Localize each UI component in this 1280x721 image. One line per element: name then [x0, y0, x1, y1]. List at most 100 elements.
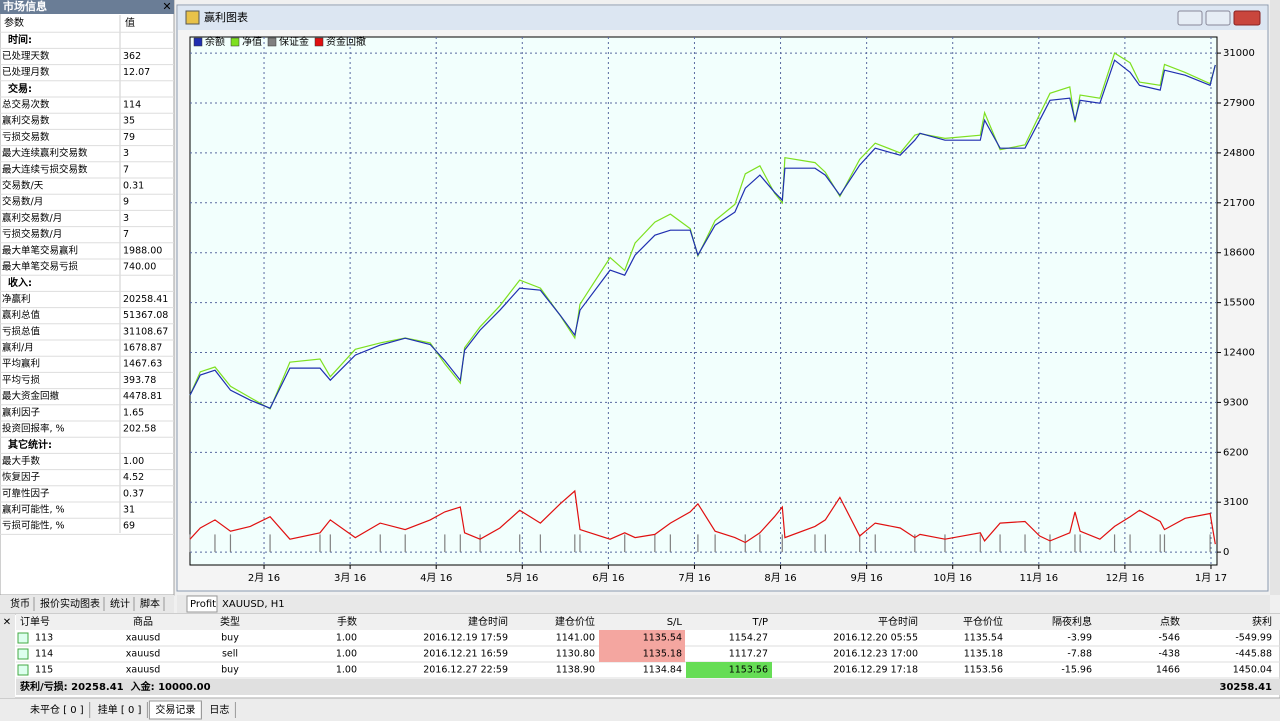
table-cell: 1.00: [336, 649, 357, 660]
bottom-tab[interactable]: 未平仓 [ 0 ]: [30, 703, 84, 716]
table-cell: buy: [221, 633, 239, 644]
table-cell: 1135.54: [964, 633, 1003, 644]
stat-value: 0.31: [123, 181, 144, 192]
bottom-tab[interactable]: 交易记录: [155, 703, 195, 716]
stat-value: 1988.00: [123, 245, 162, 256]
window-close-button[interactable]: [1233, 10, 1261, 26]
table-cell: sell: [222, 649, 238, 660]
table-cell: 1154.27: [729, 633, 768, 644]
margin-bar: [1129, 534, 1131, 553]
x-tick-label: 7月 16: [678, 572, 710, 584]
scrollbar: [1270, 0, 1280, 595]
total: 30258.41: [1219, 682, 1272, 693]
close-button[interactable]: ✕: [162, 0, 171, 13]
margin-bar: [624, 534, 626, 553]
order-icon: [17, 632, 29, 644]
stat-value: 20258.41: [123, 294, 168, 305]
table-cell: 1130.80: [556, 649, 595, 660]
stats-header: 参数: [4, 16, 24, 29]
chart-tab[interactable]: XAUUSD, H1: [222, 599, 285, 610]
bottom-tab[interactable]: 挂单 [ 0 ]: [98, 703, 142, 716]
margin-bar: [1079, 534, 1081, 553]
stat-value: 1467.63: [123, 359, 162, 370]
table-cell: -15.96: [1061, 665, 1092, 676]
x-tick-label: 2月 16: [248, 572, 280, 584]
chart-title-bar: [178, 6, 1267, 30]
table-cell: -438: [1158, 649, 1180, 660]
legend-label: 保证金: [279, 35, 309, 48]
stat-label: 最大单笔交易赢利: [2, 244, 78, 256]
x-tick-label: 12月 16: [1106, 572, 1145, 584]
stat-value: 79: [123, 132, 135, 143]
table-cell: 2016.12.27 22:59: [423, 665, 508, 676]
stat-value: 1.65: [123, 407, 144, 418]
y-tick-label: 0: [1223, 547, 1229, 558]
stat-label: 赢利/月: [2, 342, 34, 354]
margin-bar: [1113, 534, 1116, 553]
tp-hit: [686, 662, 772, 678]
table-header: 建仓时间: [468, 615, 508, 628]
stat-value: 4478.81: [123, 391, 162, 402]
bottom-tab[interactable]: 日志: [209, 703, 229, 716]
x-tick-label: 6月 16: [592, 572, 624, 584]
panel-tab[interactable]: 脚本: [140, 597, 160, 610]
x-tick-label: 11月 16: [1019, 572, 1058, 584]
maximize-button[interactable]: [1205, 10, 1231, 26]
x-tick-label: 10月 16: [933, 572, 972, 584]
legend-swatch: [230, 37, 240, 47]
table-cell: 1141.00: [556, 633, 595, 644]
legend-label: 净值: [242, 35, 262, 48]
minimize-button[interactable]: [1177, 10, 1203, 26]
stat-label: 恢复因子: [2, 471, 41, 483]
stat-value: 35: [123, 116, 135, 127]
table-header: 平仓时间: [878, 615, 918, 628]
panel-tab[interactable]: 报价实动图表: [40, 597, 100, 610]
margin-bar: [744, 534, 746, 553]
table-cell: 1153.56: [729, 665, 768, 676]
sl-hit: [599, 630, 685, 646]
margin-bar: [759, 534, 761, 553]
close-trades[interactable]: ✕: [3, 617, 11, 628]
margin-bar: [1159, 534, 1161, 553]
chart-window-title: 赢利图表: [204, 10, 248, 24]
section-title: 其它统计:: [8, 438, 52, 451]
summary: 获利/亏损: 20258.41 入金: 10000.00: [19, 680, 211, 693]
stat-value: 202.58: [123, 424, 156, 435]
table-header: T/P: [751, 617, 768, 628]
stat-label: 投资回报率, %: [2, 423, 65, 435]
stat-label: 已处理天数: [2, 50, 50, 62]
stat-value: 31108.67: [123, 326, 168, 337]
margin-bar: [859, 534, 861, 553]
stat-value: 1.00: [123, 456, 144, 467]
table-cell: 2016.12.19 17:59: [423, 633, 508, 644]
table-header: 平仓价位: [963, 615, 1003, 628]
table-cell: 1153.56: [964, 665, 1003, 676]
margin-bar: [669, 534, 671, 553]
table-header: 隔夜利息: [1052, 615, 1092, 628]
table-cell: 1.00: [336, 665, 357, 676]
margin-bar: [1049, 534, 1051, 553]
stat-label: 赢利因子: [2, 406, 41, 418]
margin-bar: [1074, 534, 1076, 553]
margin-bar: [189, 534, 191, 553]
table-cell: 2016.12.20 05:55: [833, 633, 918, 644]
panel-tab[interactable]: 统计: [110, 597, 130, 610]
side-bar: [0, 614, 15, 698]
stat-label: 交易数/天: [2, 180, 44, 192]
margin-bar: [519, 534, 521, 553]
table-cell: -549.99: [1235, 633, 1272, 644]
stat-label: 赢利总值: [2, 309, 41, 321]
y-tick-label: 9300: [1223, 397, 1248, 408]
stat-label: 净赢利: [2, 293, 31, 305]
table-cell: xauusd: [126, 649, 160, 660]
table-cell: 1135.18: [964, 649, 1003, 660]
margin-bar: [824, 534, 826, 553]
stat-label: 亏损总值: [2, 325, 41, 337]
table-cell: 1135.18: [643, 649, 682, 660]
panel-tab[interactable]: 货币: [10, 597, 30, 610]
y-tick-label: 31000: [1223, 48, 1255, 59]
chart-tab[interactable]: Profit: [190, 599, 216, 610]
summary-bg: [16, 679, 1280, 695]
y-tick-label: 24800: [1223, 148, 1255, 159]
order-icon: [17, 648, 29, 660]
